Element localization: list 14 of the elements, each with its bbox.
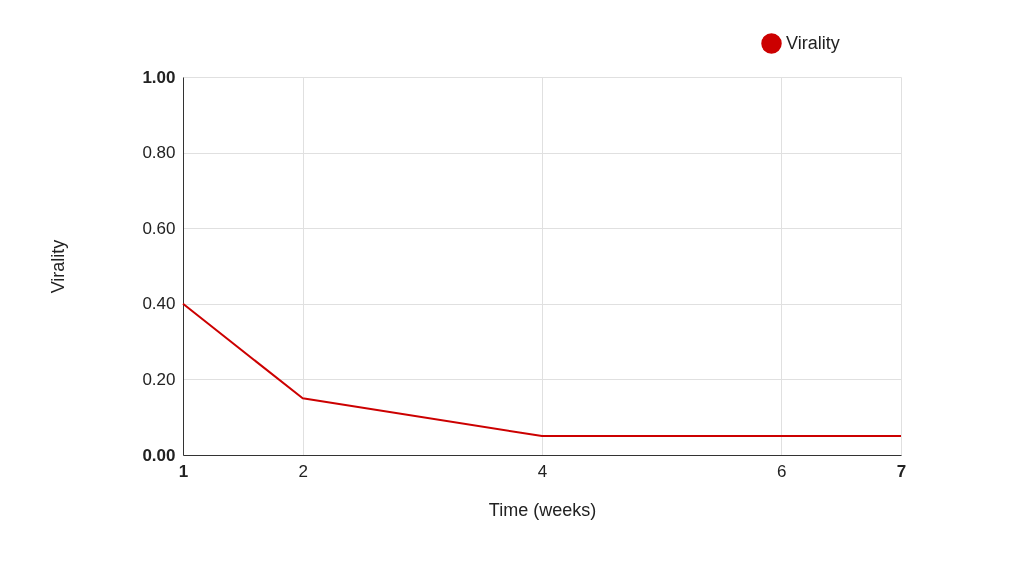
x-tick-label: 2 <box>298 461 308 481</box>
y-axis-title: Virality <box>48 239 69 294</box>
y-tick-label: 1.00 <box>142 67 176 87</box>
y-tick-label: 0.40 <box>142 294 176 314</box>
y-tick-label: 0.20 <box>142 369 176 389</box>
y-tick-label: 0.00 <box>142 445 176 465</box>
x-tick-label: 6 <box>777 461 787 481</box>
x-axis-title: Time (weeks) <box>488 499 597 520</box>
x-tick-label: 7 <box>896 461 907 481</box>
x-tick-label: 1 <box>178 461 189 481</box>
legend-label: Virality <box>786 32 840 53</box>
y-tick-label: 0.60 <box>142 218 176 238</box>
y-tick-label: 0.80 <box>142 143 176 163</box>
x-tick-label: 4 <box>537 461 548 481</box>
